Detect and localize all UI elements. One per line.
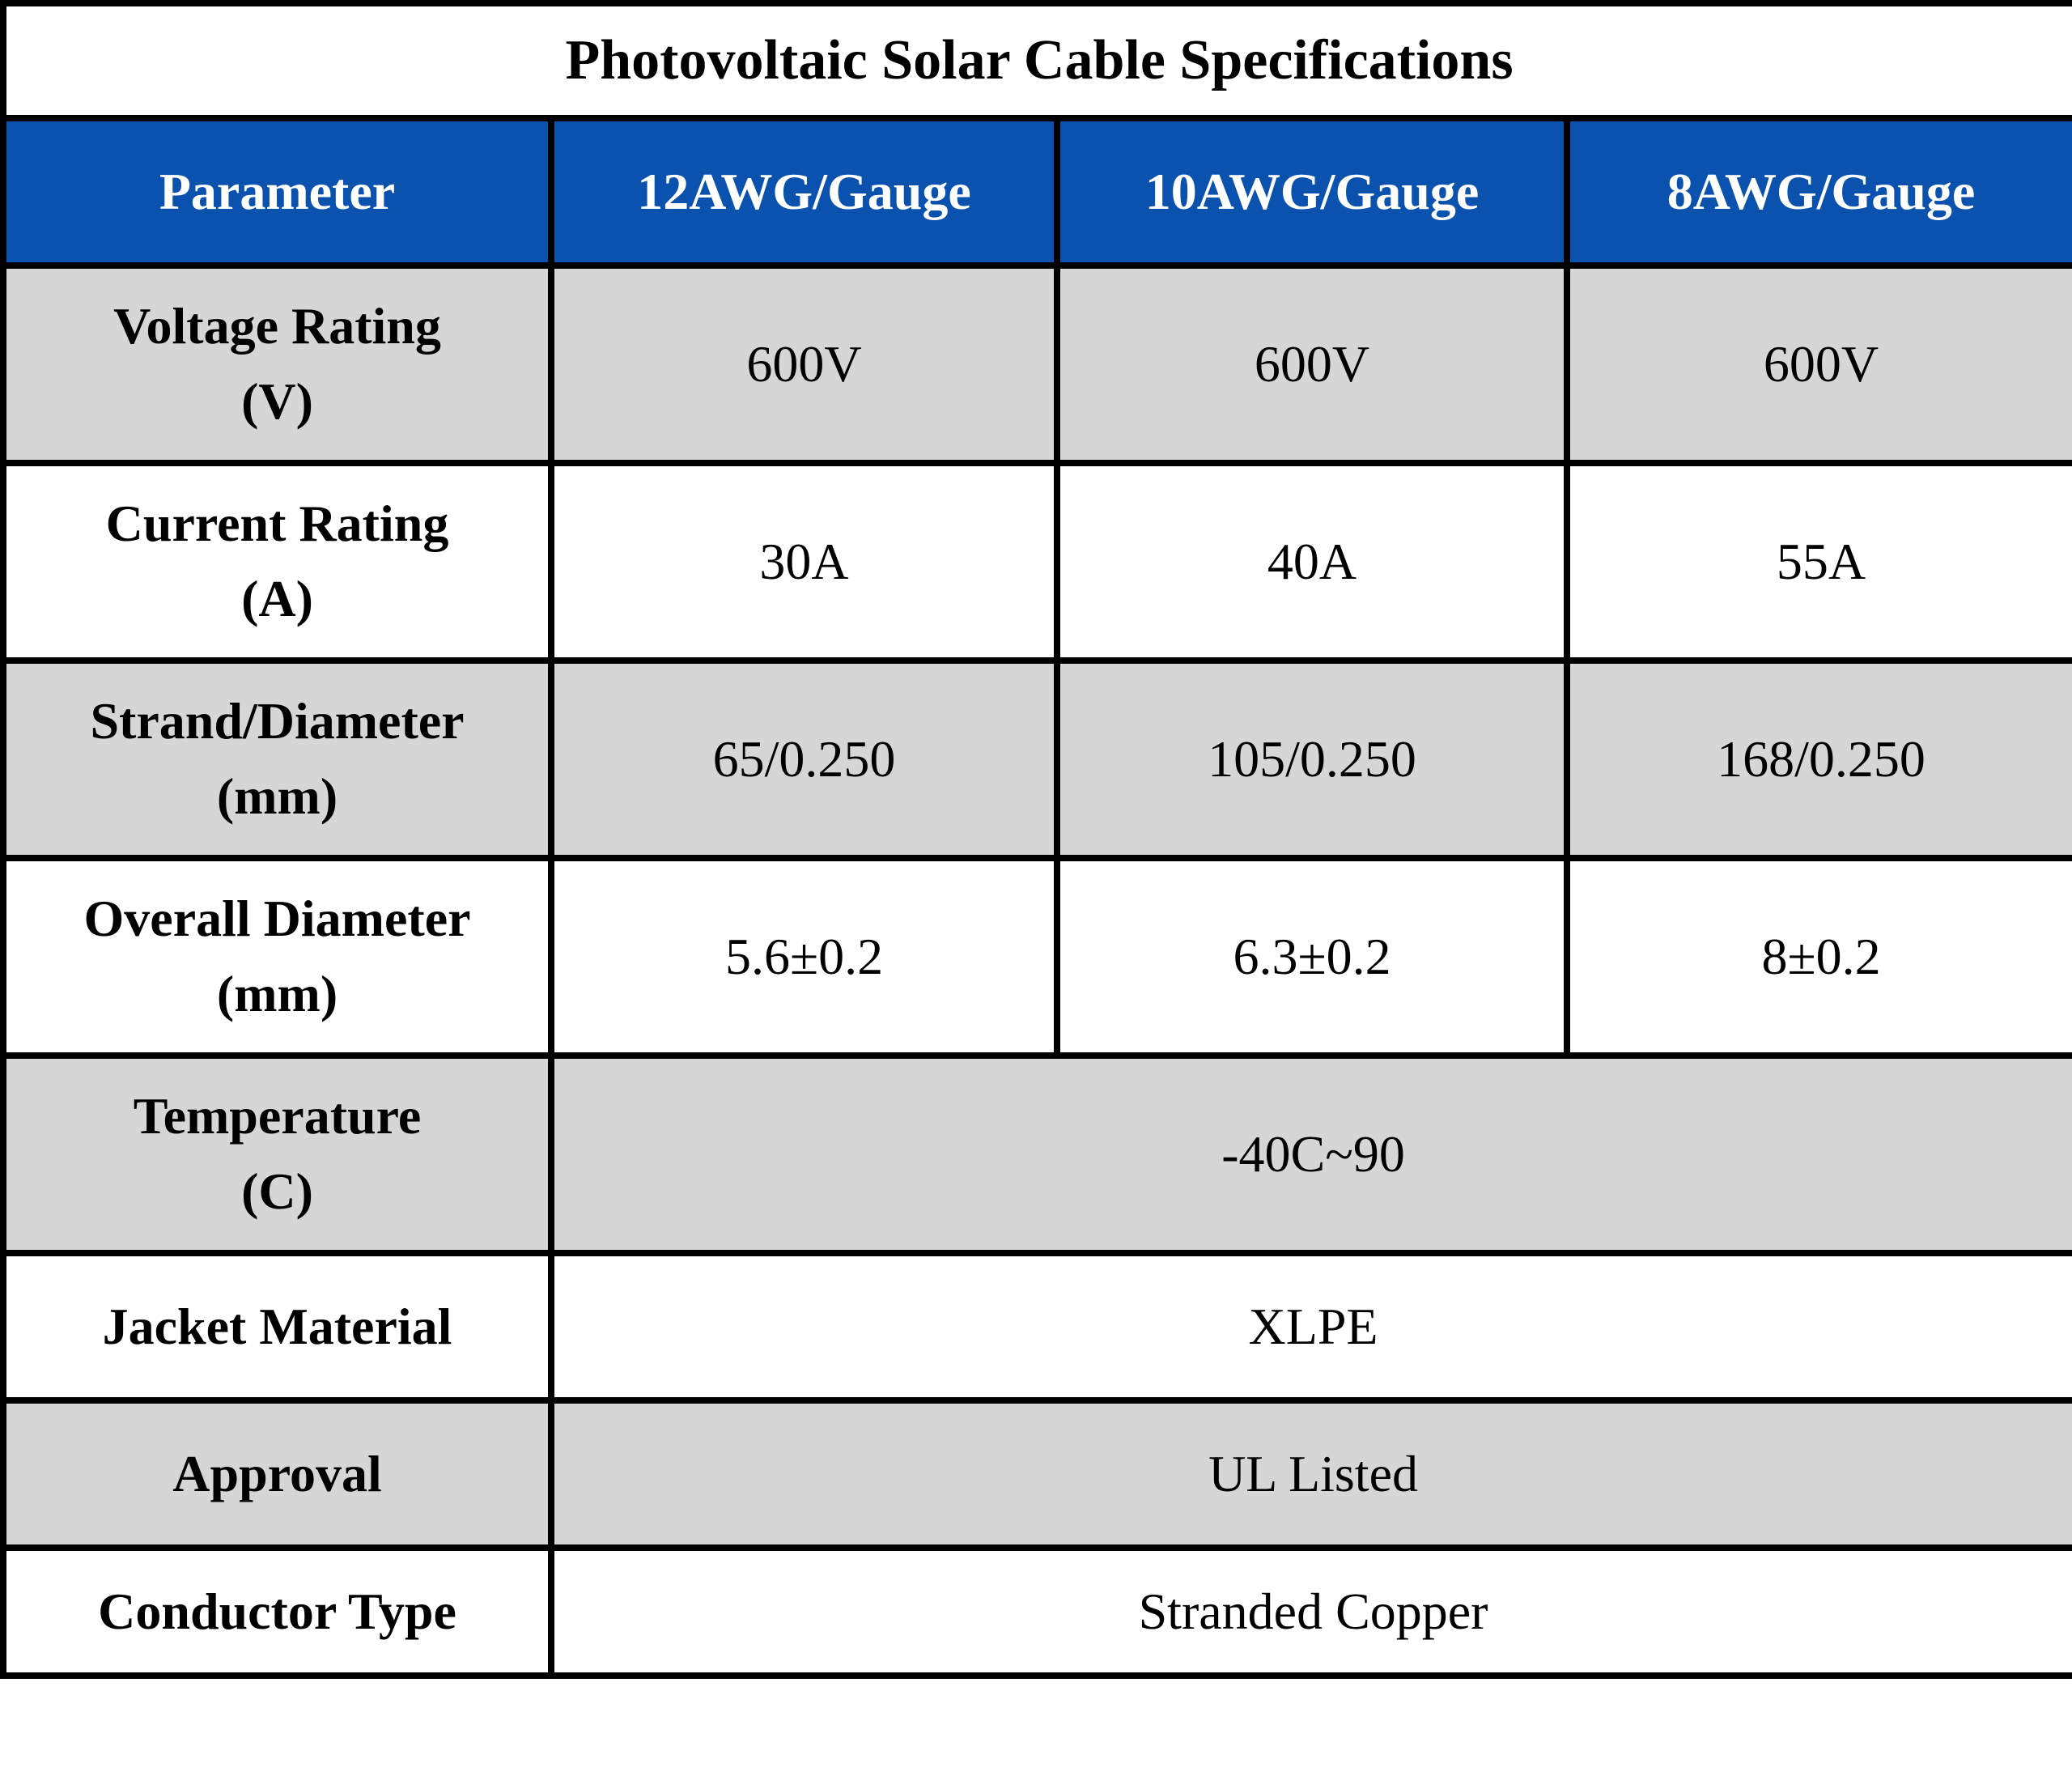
row-label-text: Temperature <box>133 1087 422 1145</box>
table-row-voltage-rating: Voltage Rating (V) 600V 600V 600V <box>0 262 2072 466</box>
cell-voltage-8awg: 600V <box>1563 262 2072 466</box>
cell-temperature-range: -40C~90 <box>547 1052 2072 1256</box>
cell-current-8awg: 55A <box>1563 460 2072 664</box>
table-row-strand-diameter: Strand/Diameter (mm) 65/0.250 105/0.250 … <box>0 657 2072 861</box>
cell-voltage-12awg: 600V <box>548 262 1060 466</box>
column-header-8awg: 8AWG/Gauge <box>1563 115 2072 269</box>
row-label-overall-diameter: Overall Diameter (mm) <box>0 855 554 1059</box>
cell-jacket-material: XLPE <box>547 1250 2072 1404</box>
cell-overall-10awg: 6.3±0.2 <box>1054 855 1570 1059</box>
table-row-conductor-type: Conductor Type Stranded Copper <box>0 1544 2072 1679</box>
cell-current-10awg: 40A <box>1054 460 1570 664</box>
row-label-text: Voltage Rating <box>113 297 441 355</box>
cell-strand-8awg: 168/0.250 <box>1563 657 2072 861</box>
table-row-overall-diameter: Overall Diameter (mm) 5.6±0.2 6.3±0.2 8±… <box>0 855 2072 1059</box>
row-label-text: Conductor Type <box>98 1582 456 1640</box>
row-label-unit: (A) <box>241 570 313 627</box>
cell-overall-12awg: 5.6±0.2 <box>548 855 1060 1059</box>
row-label-unit: (V) <box>241 372 313 430</box>
table-row-current-rating: Current Rating (A) 30A 40A 55A <box>0 460 2072 664</box>
row-label-text: Approval <box>172 1444 382 1502</box>
table-title: Photovoltaic Solar Cable Specifications <box>0 0 2072 121</box>
column-header-10awg: 10AWG/Gauge <box>1054 115 1570 269</box>
row-label-voltage-rating: Voltage Rating (V) <box>0 262 554 466</box>
column-header-12awg: 12AWG/Gauge <box>548 115 1060 269</box>
header-row: Parameter 12AWG/Gauge 10AWG/Gauge 8AWG/G… <box>0 115 2072 269</box>
spec-table: Photovoltaic Solar Cable Specifications … <box>0 0 2072 1679</box>
row-label-jacket-material: Jacket Material <box>0 1250 554 1404</box>
table-row-jacket-material: Jacket Material XLPE <box>0 1250 2072 1404</box>
column-header-parameter: Parameter <box>0 115 554 269</box>
table-row-approval: Approval UL Listed <box>0 1397 2072 1551</box>
cell-strand-10awg: 105/0.250 <box>1054 657 1570 861</box>
cell-strand-12awg: 65/0.250 <box>548 657 1060 861</box>
cell-overall-8awg: 8±0.2 <box>1563 855 2072 1059</box>
cell-approval: UL Listed <box>547 1397 2072 1551</box>
row-label-conductor-type: Conductor Type <box>0 1544 554 1679</box>
row-label-unit: (mm) <box>216 965 338 1022</box>
cell-voltage-10awg: 600V <box>1054 262 1570 466</box>
row-label-approval: Approval <box>0 1397 554 1551</box>
cell-conductor-type: Stranded Copper <box>547 1544 2072 1679</box>
row-label-unit: (C) <box>241 1162 313 1220</box>
table-row-temperature: Temperature (C) -40C~90 <box>0 1052 2072 1256</box>
row-label-text: Strand/Diameter <box>90 692 465 750</box>
row-label-unit: (mm) <box>216 767 338 825</box>
cell-current-12awg: 30A <box>548 460 1060 664</box>
row-label-current-rating: Current Rating (A) <box>0 460 554 664</box>
row-label-strand-diameter: Strand/Diameter (mm) <box>0 657 554 861</box>
title-row: Photovoltaic Solar Cable Specifications <box>0 0 2072 121</box>
row-label-text: Jacket Material <box>102 1297 452 1355</box>
row-label-text: Current Rating <box>105 495 449 553</box>
row-label-temperature: Temperature (C) <box>0 1052 554 1256</box>
row-label-text: Overall Diameter <box>83 890 471 948</box>
